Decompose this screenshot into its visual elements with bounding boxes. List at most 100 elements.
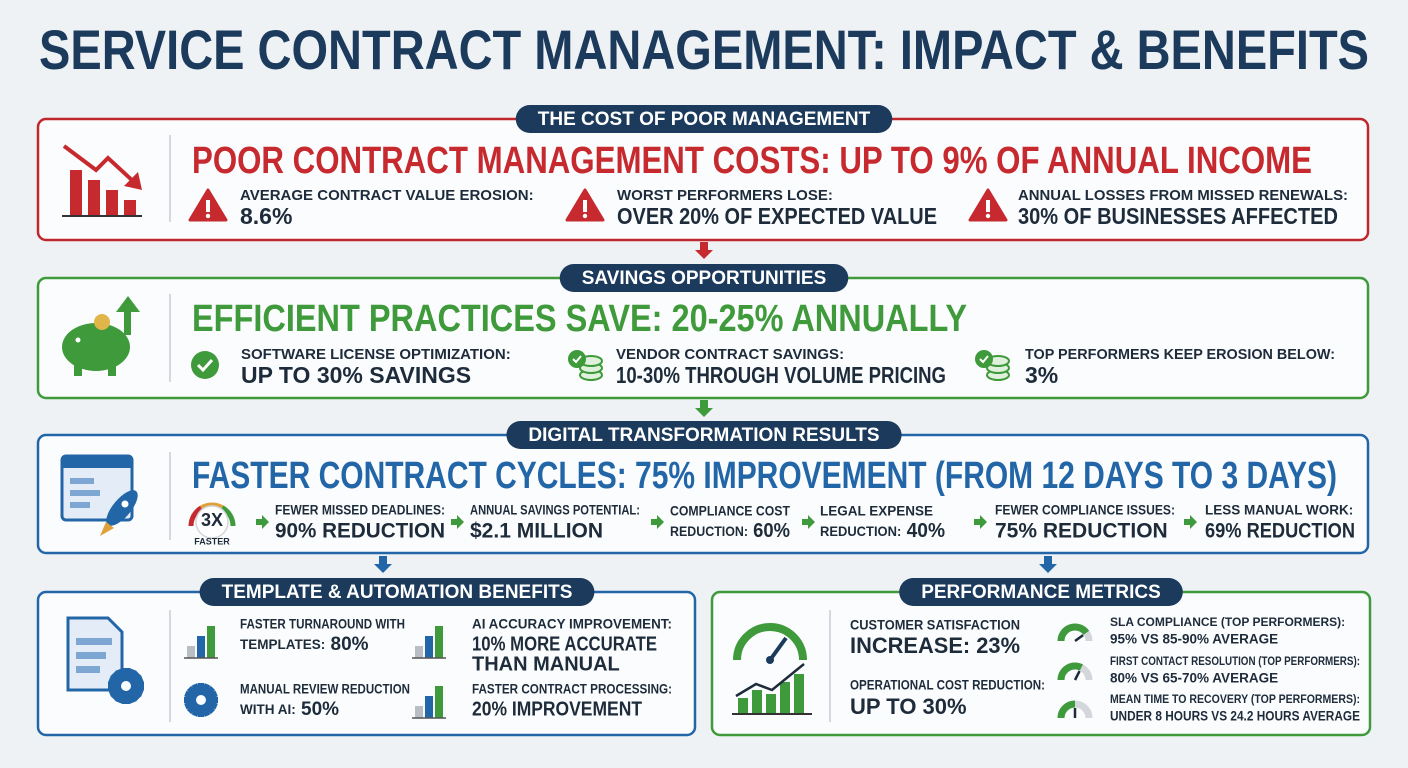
item-line: WITH AI: 50% bbox=[240, 699, 339, 720]
item-value: UP TO 30% bbox=[850, 694, 967, 719]
doc-line bbox=[76, 652, 106, 659]
piggy-leg bbox=[74, 362, 82, 376]
benchmark-label: MEAN TIME TO RECOVERY (TOP PERFORMERS): bbox=[1110, 692, 1360, 706]
item-line-part: WITH AI: bbox=[240, 702, 296, 717]
cost-icon-trend bbox=[62, 144, 136, 184]
gauge-fill bbox=[1057, 700, 1076, 719]
item-arrow bbox=[651, 515, 664, 529]
bar-icon bbox=[435, 626, 443, 658]
section-pill bbox=[559, 264, 849, 292]
item-label: TOP PERFORMERS KEEP EROSION BELOW: bbox=[1025, 346, 1335, 363]
badge-face bbox=[195, 505, 229, 539]
item-value: 75% REDUCTION bbox=[995, 520, 1168, 543]
item-arrow bbox=[256, 515, 269, 529]
doc-line bbox=[76, 638, 112, 645]
piggy-coin bbox=[94, 314, 110, 330]
gauge-fill bbox=[1057, 623, 1090, 642]
item-label: LEGAL EXPENSE bbox=[820, 504, 933, 519]
cost-icon-bar bbox=[88, 180, 100, 215]
check-icon bbox=[191, 351, 219, 379]
section-label: THE COST OF POOR MANAGEMENT bbox=[538, 109, 871, 130]
gauge-needle bbox=[1074, 634, 1084, 643]
item-label: ANNUAL SAVINGS POTENTIAL: bbox=[470, 503, 640, 518]
item-line-part: REDUCTION: bbox=[670, 524, 748, 539]
item-label: FASTER CONTRACT PROCESSING: bbox=[472, 682, 672, 697]
coin-check bbox=[979, 355, 989, 364]
cost-icon-bar bbox=[106, 190, 118, 215]
savings-headline: EFFICIENT PRACTICES SAVE: 20-25% ANNUALL… bbox=[192, 298, 967, 340]
browser-line bbox=[70, 490, 100, 496]
coin-badge bbox=[975, 350, 993, 368]
gauge-fill bbox=[1057, 662, 1083, 681]
item-value: THAN MANUAL bbox=[472, 653, 620, 675]
item-line-part: 80% bbox=[331, 634, 369, 655]
item-value: $2.1 MILLION bbox=[470, 520, 603, 543]
cost-icon-bar bbox=[124, 200, 136, 215]
warning-mark bbox=[986, 200, 990, 212]
gear-hole bbox=[121, 681, 131, 691]
perf-bar bbox=[752, 690, 762, 714]
page-title: SERVICE CONTRACT MANAGEMENT: IMPACT & BE… bbox=[39, 18, 1369, 81]
bar-icon bbox=[425, 696, 433, 718]
item-value: 10-30% THROUGH VOLUME PRICING bbox=[616, 362, 946, 388]
item-label: WORST PERFORMERS LOSE: bbox=[617, 187, 833, 204]
item-label: OPERATIONAL COST REDUCTION: bbox=[850, 677, 1045, 693]
item-line: REDUCTION: 60% bbox=[670, 520, 790, 542]
item-value: 20% IMPROVEMENT bbox=[472, 698, 642, 720]
perf-needle bbox=[768, 636, 788, 662]
section-label: TEMPLATE & AUTOMATION BENEFITS bbox=[222, 582, 573, 603]
item-label: COMPLIANCE COST bbox=[670, 504, 791, 519]
item-label: AI ACCURACY IMPROVEMENT: bbox=[472, 617, 672, 632]
warning-dot bbox=[985, 213, 991, 219]
item-label: AVERAGE CONTRACT VALUE EROSION: bbox=[240, 187, 534, 204]
section-pill bbox=[515, 105, 893, 133]
coin-check bbox=[572, 355, 582, 364]
perf-bar bbox=[738, 698, 748, 714]
piggy-eye bbox=[75, 337, 81, 343]
browser-line bbox=[70, 502, 90, 508]
piggy-body bbox=[62, 323, 130, 371]
doc-line bbox=[76, 666, 100, 673]
bar-icon bbox=[197, 636, 205, 658]
bar-icon bbox=[425, 636, 433, 658]
check-mark bbox=[196, 358, 214, 373]
item-label: ANNUAL LOSSES FROM MISSED RENEWALS: bbox=[1018, 187, 1348, 204]
item-line-part: 40% bbox=[907, 520, 946, 542]
benchmark-value: UNDER 8 HOURS VS 24.2 HOURS AVERAGE bbox=[1110, 709, 1360, 724]
badge-value: 3X bbox=[201, 510, 223, 530]
item-arrow bbox=[1184, 515, 1197, 529]
piggy-leg bbox=[108, 362, 116, 376]
item-value: INCREASE: 23% bbox=[850, 633, 1020, 658]
item-value: 30% OF BUSINESSES AFFECTED bbox=[1018, 203, 1338, 229]
item-arrow bbox=[451, 515, 464, 529]
flow-arrow-head bbox=[695, 250, 713, 259]
section-pill bbox=[506, 421, 902, 449]
perf-bar bbox=[794, 674, 804, 714]
item-label: FEWER COMPLIANCE ISSUES: bbox=[995, 503, 1175, 518]
perf-gauge bbox=[733, 623, 807, 661]
savings-arrow-head bbox=[116, 296, 140, 312]
savings-arrow-stem bbox=[124, 310, 131, 335]
item-line: TEMPLATES: 80% bbox=[240, 634, 369, 655]
item-value: 3% bbox=[1025, 362, 1058, 388]
bar-icon bbox=[187, 646, 195, 658]
perf-hub bbox=[766, 656, 774, 664]
badge-arc bbox=[220, 505, 236, 527]
item-label: FEWER MISSED DEADLINES: bbox=[275, 503, 445, 518]
coin-badge bbox=[568, 350, 586, 368]
item-line: REDUCTION: 40% bbox=[820, 520, 945, 542]
rocket-body bbox=[106, 490, 138, 526]
perf-bar bbox=[780, 682, 790, 714]
flow-arrow-stem bbox=[700, 400, 708, 408]
rocket-window bbox=[121, 500, 129, 508]
flow-arrow-head bbox=[374, 564, 392, 573]
item-value: 69% REDUCTION bbox=[1205, 520, 1355, 543]
item-arrow bbox=[974, 515, 987, 529]
item-line-part: REDUCTION: bbox=[820, 524, 901, 539]
item-value: OVER 20% OF EXPECTED VALUE bbox=[617, 203, 937, 229]
flow-arrow-head bbox=[695, 408, 713, 417]
perf-trend bbox=[735, 663, 805, 698]
bar-icon bbox=[207, 626, 215, 658]
item-label: VENDOR CONTRACT SAVINGS: bbox=[616, 346, 844, 363]
warning-mark bbox=[206, 200, 210, 212]
